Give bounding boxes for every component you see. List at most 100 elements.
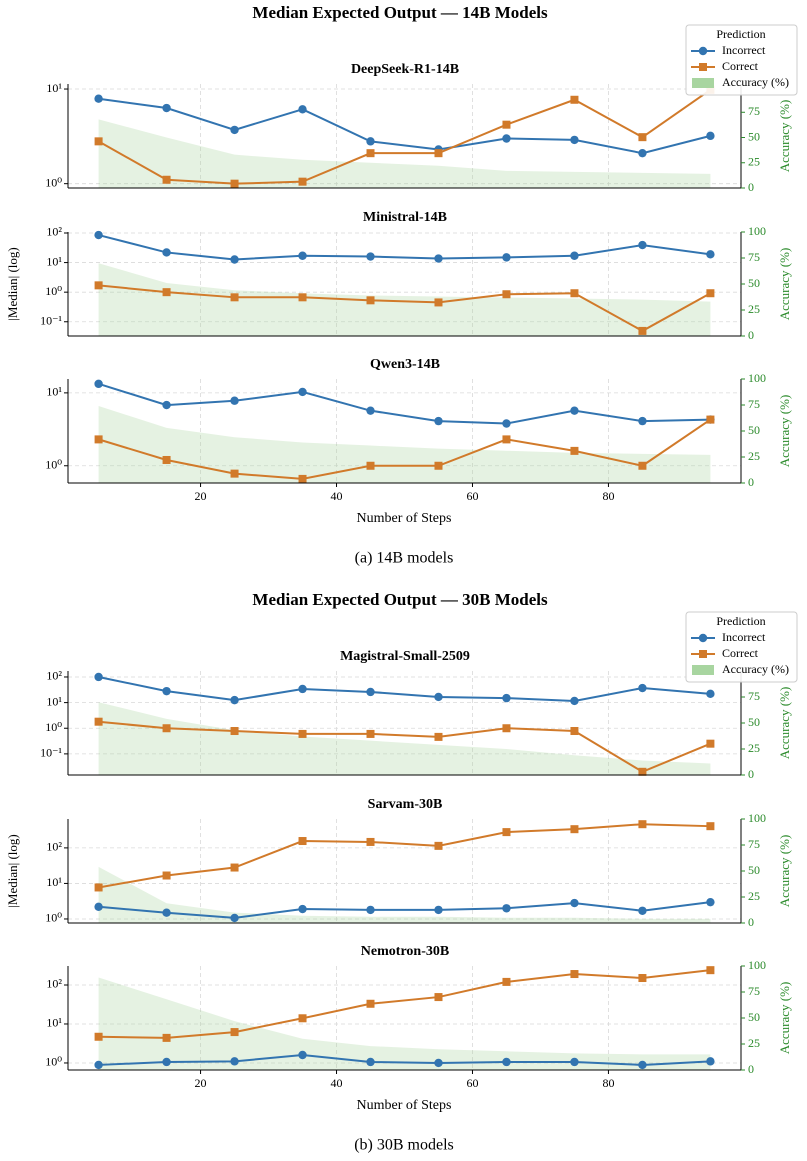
- marker: [94, 137, 103, 146]
- x-axis-label: Number of Steps: [357, 1098, 452, 1113]
- y2-axis-label: Accuracy (%): [777, 248, 792, 321]
- marker: [162, 103, 171, 113]
- marker: [706, 739, 715, 748]
- marker: [570, 825, 579, 834]
- marker: [298, 684, 307, 694]
- marker: [502, 120, 511, 129]
- marker: [162, 871, 171, 880]
- y-tick-label: 10⁰: [45, 1055, 62, 1069]
- marker: [94, 717, 103, 726]
- y2-tick-label: 0: [748, 1062, 754, 1076]
- panel-title: Ministral-14B: [363, 210, 447, 225]
- marker: [366, 137, 375, 146]
- marker: [298, 837, 307, 846]
- series-line: [98, 97, 711, 155]
- marker: [638, 148, 647, 158]
- legend-box: [685, 24, 798, 96]
- marker: [366, 837, 375, 846]
- x-tick-label: 60: [466, 489, 478, 503]
- legend-swatch: [699, 650, 707, 658]
- y-tick-label: 10¹: [46, 254, 62, 268]
- marker: [298, 251, 307, 260]
- marker: [570, 696, 579, 706]
- y-tick-label: 10⁰: [45, 284, 62, 298]
- y2-tick-label: 100: [748, 224, 766, 238]
- y2-tick-label: 75: [748, 689, 760, 703]
- marker: [706, 897, 715, 907]
- y-axis-label: |Median| (log): [5, 834, 20, 907]
- marker: [638, 416, 647, 426]
- legend-label: Correct: [722, 59, 759, 73]
- marker: [706, 250, 715, 259]
- marker: [434, 1058, 443, 1068]
- y2-tick-label: 100: [748, 958, 766, 972]
- marker: [502, 1057, 511, 1067]
- y2-tick-label: 50: [748, 129, 760, 143]
- y2-tick-label: 50: [748, 1010, 760, 1024]
- y-tick-label: 10¹: [46, 875, 62, 889]
- panel-title: Qwen3-14B: [370, 357, 440, 372]
- y-tick-label: 10⁻¹: [40, 314, 62, 328]
- marker: [434, 149, 443, 158]
- y2-tick-label: 0: [748, 475, 754, 489]
- marker: [502, 290, 511, 299]
- marker: [638, 461, 647, 470]
- marker: [434, 732, 443, 741]
- y2-tick-label: 25: [748, 449, 760, 463]
- marker: [570, 970, 579, 979]
- accuracy-area: [98, 119, 711, 188]
- marker: [366, 406, 375, 415]
- marker: [162, 400, 171, 410]
- y2-tick-label: 50: [748, 276, 760, 290]
- marker: [366, 252, 375, 261]
- series-line: [98, 823, 711, 889]
- series-line: [98, 720, 711, 773]
- y-tick-label: 10²: [46, 977, 62, 991]
- series-line: [98, 418, 711, 480]
- x-axis-label: Number of Steps: [357, 511, 452, 526]
- accuracy-area: [98, 406, 711, 483]
- marker: [230, 913, 239, 923]
- y2-tick-label: 75: [748, 104, 760, 118]
- y2-tick-label: 0: [748, 915, 754, 929]
- marker: [706, 289, 715, 298]
- y-tick-label: 10¹: [46, 385, 62, 399]
- marker: [570, 406, 579, 415]
- y-tick-label: 10⁻¹: [40, 746, 62, 760]
- marker: [502, 977, 511, 986]
- y2-tick-label: 75: [748, 984, 760, 998]
- marker: [298, 387, 307, 397]
- marker: [502, 828, 511, 837]
- marker: [434, 993, 443, 1002]
- marker: [502, 693, 511, 703]
- y2-tick-label: 75: [748, 837, 760, 851]
- marker: [706, 689, 715, 699]
- marker: [366, 461, 375, 470]
- panel-title: DeepSeek-R1-14B: [351, 62, 459, 77]
- marker: [638, 133, 647, 142]
- marker: [706, 966, 715, 975]
- y2-tick-label: 50: [748, 715, 760, 729]
- y-tick-label: 10¹: [46, 81, 62, 95]
- legend-label: Correct: [722, 646, 759, 660]
- y2-tick-label: 50: [748, 423, 760, 437]
- accuracy-area: [98, 702, 711, 775]
- marker: [638, 767, 647, 776]
- marker: [434, 416, 443, 426]
- marker: [230, 1028, 239, 1037]
- series-line: [98, 89, 711, 185]
- marker: [366, 905, 375, 915]
- marker: [570, 289, 579, 298]
- y2-tick-label: 0: [748, 328, 754, 342]
- marker: [366, 149, 375, 158]
- y2-tick-label: 0: [748, 180, 754, 194]
- y-tick-label: 10⁰: [45, 458, 62, 472]
- marker: [434, 254, 443, 263]
- legend-title: Prediction: [716, 27, 765, 41]
- marker: [638, 240, 647, 250]
- marker: [570, 727, 579, 736]
- y-tick-label: 10²: [46, 225, 62, 239]
- x-tick-label: 20: [195, 489, 207, 503]
- series-line: [98, 675, 711, 702]
